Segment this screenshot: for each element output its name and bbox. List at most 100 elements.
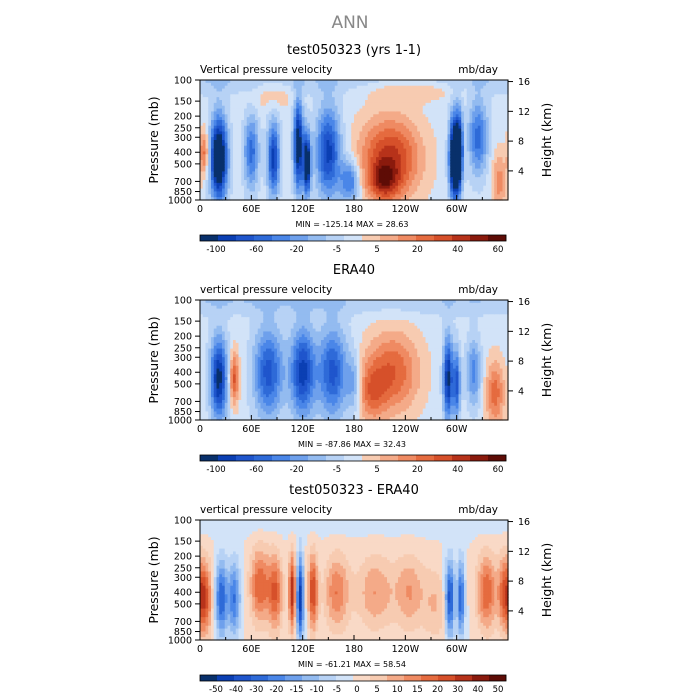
field-cell (378, 174, 383, 178)
field-cell (233, 100, 237, 104)
field-cell (332, 174, 336, 178)
field-cell (337, 80, 341, 84)
field-cell (384, 134, 388, 138)
field-cell (422, 94, 427, 98)
field-cell (246, 142, 251, 147)
field-cell (433, 114, 438, 118)
field-cell (417, 180, 421, 184)
field-cell (464, 114, 468, 118)
field-cell (425, 105, 429, 110)
field-cell (208, 328, 212, 333)
field-cell (475, 88, 479, 93)
field-cell (310, 154, 314, 158)
field-cell (224, 125, 229, 130)
field-cell (431, 125, 435, 130)
field-cell (257, 82, 262, 87)
field-cell (249, 171, 253, 175)
field-cell (222, 194, 226, 198)
field-cell (323, 102, 328, 107)
field-cell (211, 85, 215, 90)
field-cell (230, 94, 234, 98)
field-cell (431, 151, 435, 155)
field-cell (356, 168, 361, 173)
field-cell (367, 174, 372, 178)
field-cell (499, 160, 504, 164)
field-cell (337, 88, 341, 93)
field-cell (337, 194, 341, 198)
field-cell (433, 160, 438, 164)
field-cell (257, 114, 262, 118)
field-cell (356, 165, 361, 170)
field-cell (202, 322, 207, 327)
field-cell (252, 188, 256, 193)
field-cell (417, 177, 421, 181)
field-cell (340, 114, 344, 118)
field-cell (224, 188, 229, 193)
field-cell (406, 174, 410, 178)
field-cell (277, 151, 281, 155)
field-cell (282, 162, 286, 167)
field-cell (205, 377, 209, 381)
field-cell (304, 117, 308, 121)
field-cell (367, 151, 372, 155)
field-cell (307, 174, 311, 178)
field-cell (436, 91, 440, 95)
field-cell (367, 160, 372, 164)
field-cell (392, 188, 396, 193)
field-cell (293, 125, 297, 130)
field-cell (244, 154, 248, 158)
field-cell (271, 122, 275, 127)
field-cell (406, 180, 410, 184)
field-cell (409, 151, 413, 155)
field-cell (486, 197, 490, 201)
field-cell (466, 148, 471, 153)
field-cell (205, 320, 209, 324)
field-cell (337, 171, 341, 175)
field-cell (417, 82, 421, 87)
field-cell (274, 140, 278, 144)
field-cell (464, 194, 468, 198)
field-cell (387, 145, 391, 150)
field-cell (249, 108, 253, 113)
field-cell (499, 108, 504, 113)
field-cell (387, 137, 391, 141)
field-cell (359, 188, 363, 193)
field-cell (285, 162, 289, 167)
field-cell (337, 102, 341, 107)
field-cell (389, 177, 394, 181)
field-cell (271, 125, 275, 130)
field-cell (252, 102, 256, 107)
field-cell (222, 128, 226, 133)
field-cell (211, 308, 215, 313)
field-cell (461, 100, 465, 104)
field-cell (249, 188, 253, 193)
field-cell (497, 122, 501, 127)
field-cell (343, 111, 347, 115)
field-cell (326, 194, 330, 198)
field-cell (340, 162, 344, 167)
field-cell (376, 148, 380, 153)
field-cell (260, 82, 264, 87)
field-cell (244, 82, 248, 87)
field-cell (235, 182, 240, 187)
field-cell (362, 157, 366, 161)
field-cell (502, 188, 506, 193)
field-cell (425, 120, 429, 124)
field-cell (359, 160, 363, 164)
field-cell (351, 148, 355, 153)
field-cell (486, 97, 490, 101)
field-cell (472, 88, 476, 93)
field-cell (455, 105, 460, 110)
field-cell (340, 91, 344, 95)
field-cell (255, 128, 259, 133)
field-cell (345, 145, 350, 150)
field-cell (227, 102, 231, 107)
field-cell (444, 185, 449, 190)
field-cell (365, 162, 369, 167)
field-cell (263, 174, 267, 178)
field-cell (200, 145, 204, 150)
field-cell (345, 108, 350, 113)
field-cell (400, 142, 405, 147)
field-cell (442, 145, 446, 150)
field-cell (224, 80, 229, 84)
